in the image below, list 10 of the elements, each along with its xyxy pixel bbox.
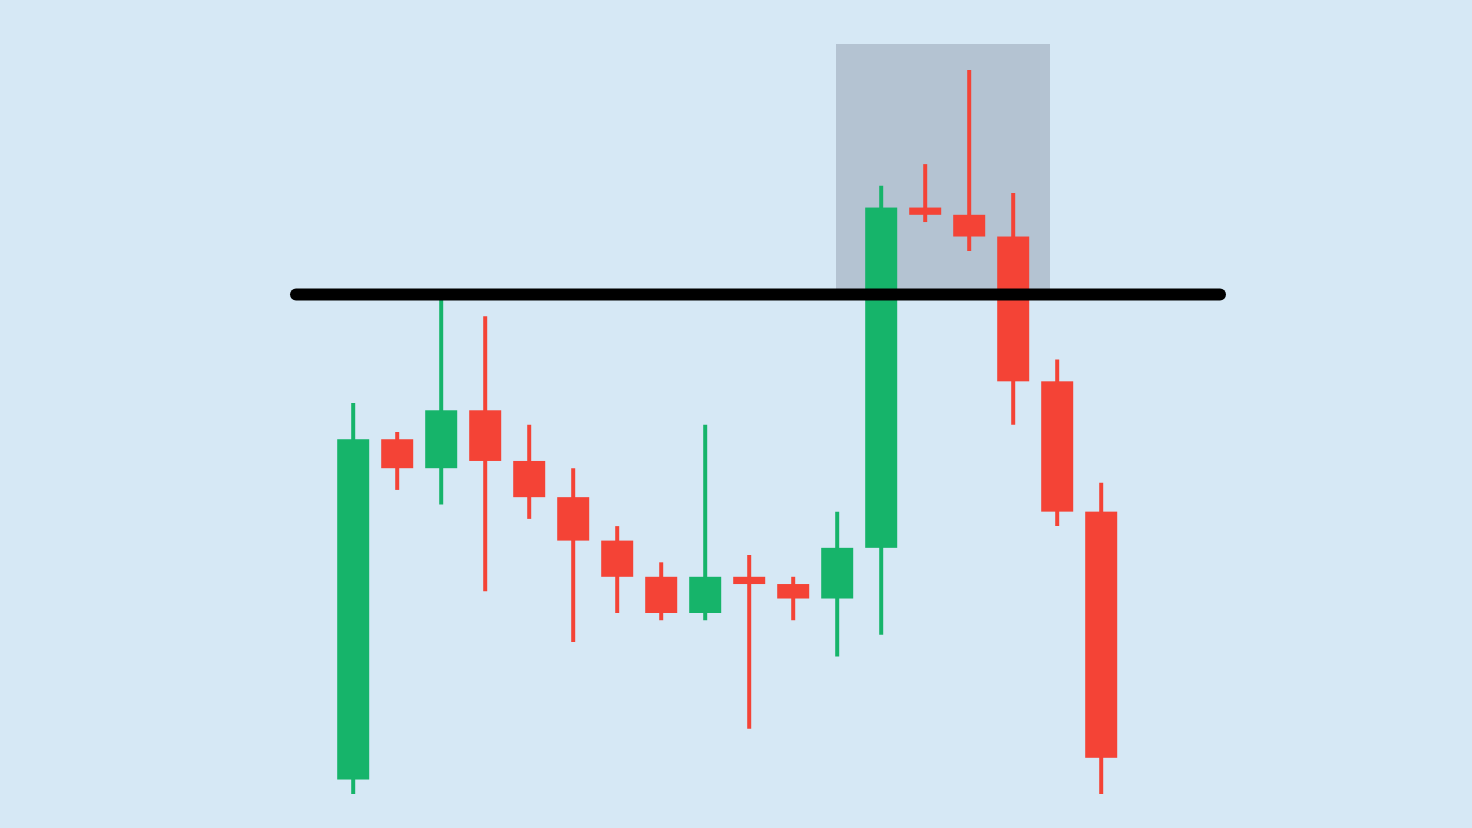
- candlestick: [953, 70, 986, 253]
- candlestick: [381, 430, 414, 492]
- candlestick: [733, 553, 766, 731]
- candlestick: [689, 422, 722, 623]
- candlestick: [513, 422, 546, 521]
- candlestick: [557, 466, 590, 644]
- candlestick: [909, 162, 942, 225]
- candlestick: [777, 574, 810, 623]
- candlestick: [601, 524, 634, 615]
- candlestick: [645, 560, 678, 623]
